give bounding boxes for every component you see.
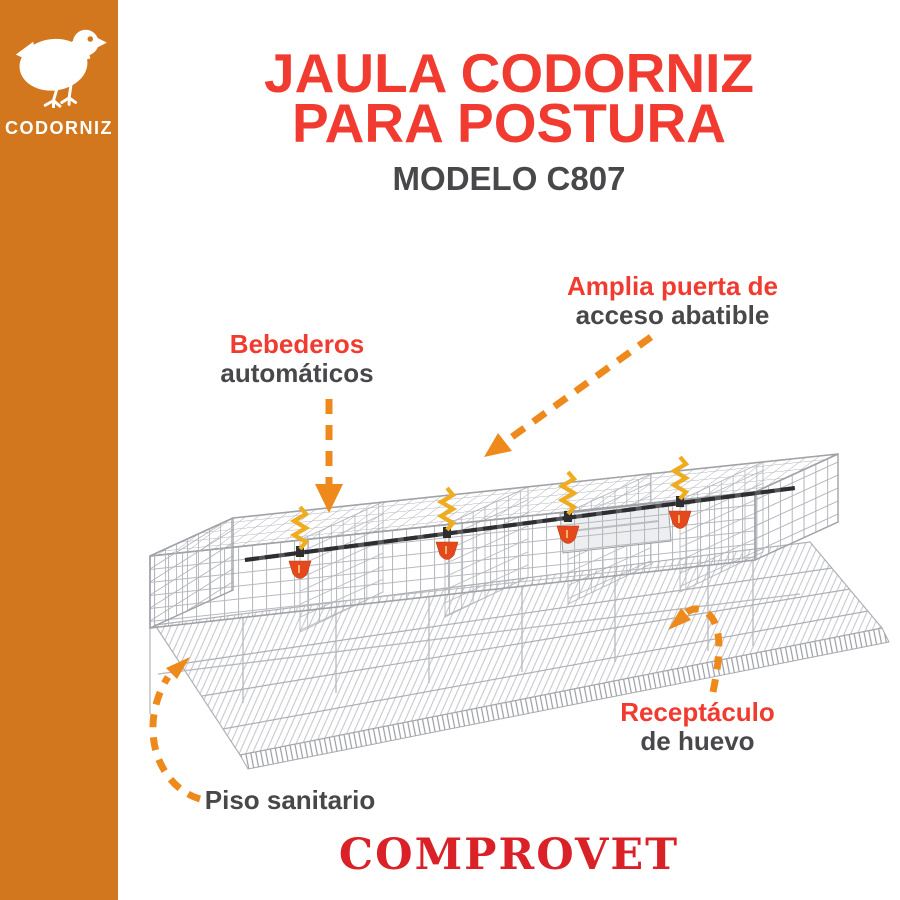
poster-model: MODELO C807 bbox=[392, 160, 626, 197]
callout-egg-tray-line2: de huevo bbox=[640, 726, 755, 756]
poster-title: JAULA CODORNIZ PARA POSTURA bbox=[118, 46, 900, 151]
brand-logo: CODORNIZ bbox=[0, 16, 118, 139]
callout-door-line2: acceso abatible bbox=[575, 300, 770, 330]
brand-logo-label: CODORNIZ bbox=[5, 118, 113, 138]
callout-egg-tray: Receptáculo de huevo bbox=[580, 698, 815, 756]
drinker-icons bbox=[288, 455, 692, 579]
quail-icon bbox=[15, 29, 107, 108]
dashed-arrow-door bbox=[484, 334, 654, 457]
callout-drinkers: Bebederos automáticos bbox=[182, 330, 412, 388]
callout-floor: Piso sanitario bbox=[170, 786, 410, 815]
drinker-icon bbox=[668, 455, 692, 529]
quail-eye bbox=[87, 36, 94, 42]
cage-left-face bbox=[149, 516, 234, 630]
poster-title-line1: JAULA CODORNIZ bbox=[264, 42, 754, 104]
callout-arrows bbox=[149, 334, 723, 803]
callout-egg-tray-line1: Receptáculo bbox=[620, 697, 775, 727]
cage-egg-tray bbox=[239, 627, 890, 770]
callout-floor-line1: Piso sanitario bbox=[204, 785, 376, 815]
drinker-icon bbox=[288, 505, 312, 579]
drinker-icon bbox=[556, 470, 580, 544]
dashed-arrow-drinkers bbox=[315, 399, 343, 513]
dashed-arrow-floor bbox=[149, 657, 202, 803]
callout-door: Amplia puerta de acceso abatible bbox=[535, 272, 810, 330]
drinker-icon bbox=[435, 486, 459, 560]
headline-block: JAULA CODORNIZ PARA POSTURA MODELO C807 bbox=[118, 46, 900, 198]
cage-water-pipe bbox=[244, 486, 796, 562]
brand-sidebar: CODORNIZ bbox=[0, 0, 118, 900]
callout-drinkers-line1: Bebederos bbox=[229, 329, 365, 359]
dashed-arrow-egg-tray bbox=[668, 605, 723, 693]
callout-drinkers-line2: automáticos bbox=[220, 358, 374, 388]
poster-title-line2: PARA POSTURA bbox=[292, 92, 726, 154]
footer-brand: COMPROVET bbox=[338, 830, 680, 880]
callout-door-line1: Amplia puerta de bbox=[567, 271, 778, 301]
